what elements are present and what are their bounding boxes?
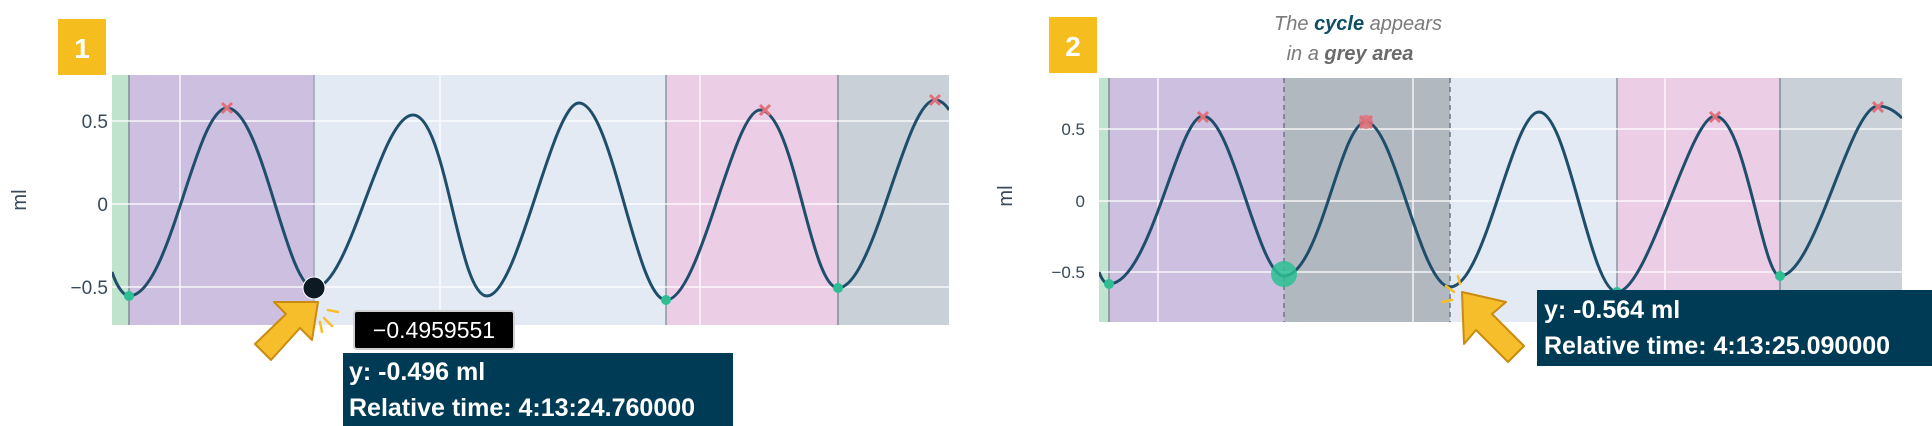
trough-marker (124, 291, 134, 301)
cycle-band-grey (1780, 78, 1902, 322)
panel-1: 1 ml (9, 19, 949, 426)
hover-y-value: y: -0.564 ml (1544, 296, 1680, 324)
hover-info-box (343, 353, 733, 426)
y-axis-label: ml (9, 189, 31, 210)
cycle-band-green (112, 75, 129, 325)
peak-marker (1871, 100, 1885, 114)
plot-area-1[interactable] (112, 75, 949, 325)
grid-2 (1099, 78, 1902, 322)
cycle-band-purple (129, 75, 314, 325)
caption-line-2: in a grey area (1287, 43, 1414, 65)
trough-marker (661, 295, 671, 305)
trough-marker (1775, 271, 1785, 281)
y-tick-label: −0.5 (1051, 263, 1085, 282)
grid-1 (112, 75, 949, 325)
hover-info-box (1537, 290, 1932, 366)
hover-y-value: y: -0.496 ml (349, 358, 485, 386)
y-tick-label: 0.5 (82, 112, 108, 133)
hover-relative-time: Relative time: 4:13:25.090000 (1544, 332, 1890, 360)
trough-marker (1104, 279, 1114, 289)
y-axis-label: ml (995, 185, 1017, 206)
selected-cycle-grey-area[interactable] (1284, 78, 1450, 322)
panel-2: 2 The cycle appears in a grey area ml (995, 13, 1932, 366)
step-badge-2-label: 2 (1065, 31, 1081, 62)
y-tick-label: 0.5 (1061, 120, 1085, 139)
y-tick-label: 0 (1076, 192, 1085, 211)
step-badge-2 (1049, 17, 1097, 73)
cycle-band-grey (838, 75, 949, 325)
y-tick-label: 0 (97, 195, 108, 216)
peak-marker (928, 93, 942, 107)
peak-marker (1708, 110, 1722, 124)
trough-marker-highlighted (1271, 261, 1297, 287)
cycle-band-pink (1617, 78, 1780, 322)
hover-relative-time: Relative time: 4:13:24.760000 (349, 394, 695, 422)
plot-area-2[interactable] (1099, 78, 1902, 322)
value-tooltip-text: −0.4959551 (373, 317, 495, 343)
step-badge-1-label: 1 (74, 33, 90, 64)
step-badge-1 (58, 19, 106, 75)
peak-marker-highlighted (1358, 114, 1374, 130)
peak-marker (220, 101, 234, 115)
peak-marker (1196, 110, 1210, 124)
trough-marker (833, 283, 843, 293)
cycle-band-purple (1109, 78, 1284, 322)
peak-marker (758, 103, 772, 117)
hovered-point[interactable] (302, 276, 326, 300)
value-tooltip (353, 310, 515, 350)
cursor-arrow-icon (254, 301, 340, 361)
cycle-band-green (1099, 78, 1109, 322)
cursor-arrow-icon (1440, 274, 1525, 363)
y-tick-label: −0.5 (70, 278, 108, 299)
caption-line-1: The cycle appears (1274, 13, 1442, 35)
